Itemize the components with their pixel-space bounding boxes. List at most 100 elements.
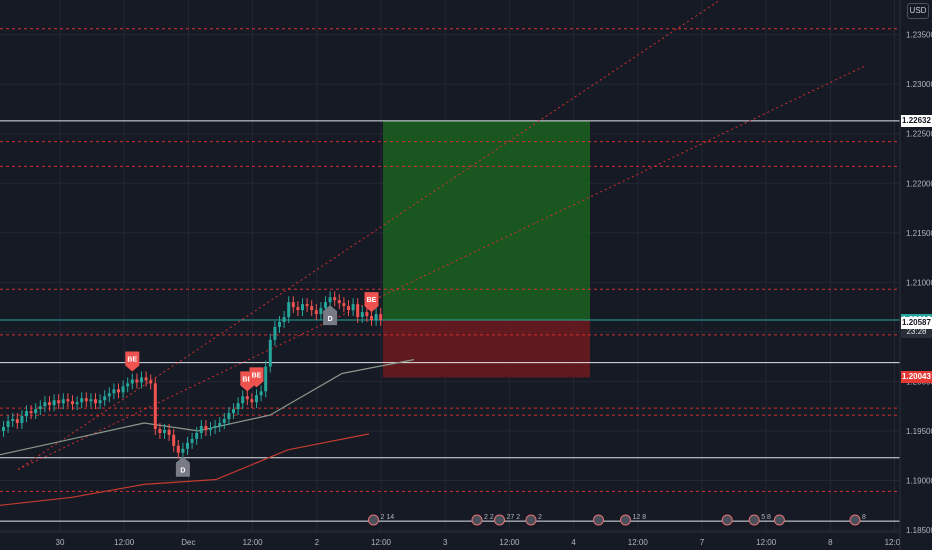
event-marker[interactable]: 8 — [849, 514, 866, 526]
candle-body — [374, 314, 378, 320]
signal-badge-shape — [249, 367, 264, 388]
signal-badge-shape — [364, 292, 379, 313]
candle-body — [213, 425, 217, 428]
candle-body — [314, 310, 318, 315]
event-marker-circle — [593, 514, 604, 526]
candle-body — [301, 304, 304, 311]
candle-body — [347, 306, 350, 311]
x-tick-label: 30 — [56, 538, 65, 547]
event-marker-label: 5 8 — [761, 514, 771, 521]
candle-body — [61, 399, 65, 404]
candle-body — [135, 379, 139, 383]
candle-body — [227, 413, 231, 420]
candle-body — [190, 438, 194, 443]
candle-body — [204, 425, 208, 430]
event-marker-label: 2 — [538, 514, 542, 521]
candle-body — [66, 399, 70, 402]
candle-body — [167, 429, 171, 435]
candle-body — [296, 307, 300, 311]
event-marker[interactable]: 2 2 — [471, 514, 494, 526]
x-tick-label: 12:00 — [371, 538, 392, 547]
candle-body — [172, 434, 176, 446]
x-tick-label: 3 — [443, 538, 448, 547]
event-marker-circle — [849, 514, 861, 526]
trendline — [17, 65, 865, 471]
candle-body — [153, 383, 157, 429]
candle-body — [25, 411, 28, 417]
moving-average-line-2 — [0, 433, 370, 506]
signal-badge-shape — [125, 351, 140, 372]
signal-badge-shape — [175, 456, 190, 477]
y-tick-label: 1.21500 — [906, 229, 932, 238]
candle-body — [71, 401, 74, 405]
candle-body — [319, 308, 323, 315]
candle-body — [121, 386, 125, 393]
y-tick-label: 1.18500 — [906, 526, 932, 535]
event-marker[interactable]: 5 8 — [748, 514, 771, 526]
candle-body — [80, 398, 84, 403]
signal-label: BE — [252, 372, 262, 379]
event-marker[interactable] — [773, 514, 785, 526]
candle-body — [264, 366, 268, 392]
position-loss-zone — [383, 319, 590, 378]
signal-buy-marker[interactable]: D — [323, 305, 338, 326]
signal-buy-marker[interactable]: D — [175, 456, 190, 477]
y-tick-label: 1.22500 — [906, 130, 932, 139]
price-label-white: 1.22632 — [901, 114, 932, 127]
candle-body — [6, 421, 10, 427]
candle-body — [218, 423, 222, 426]
candle-body — [103, 396, 107, 401]
signal-sell-marker[interactable]: BE — [249, 367, 264, 388]
signal-sell-marker[interactable]: BE — [125, 351, 140, 372]
candle-body — [287, 302, 291, 318]
x-tick-label: 12:00 — [628, 538, 649, 547]
y-tick-label: 1.22000 — [906, 179, 932, 188]
candle-body — [48, 402, 51, 406]
currency-badge[interactable]: USD — [907, 3, 929, 19]
candle-body — [255, 395, 258, 403]
candle-body — [176, 445, 180, 453]
x-tick-label: 12:00 — [885, 538, 906, 547]
candle-body — [94, 399, 97, 404]
candle-body — [333, 297, 337, 301]
x-tick-label: 12:00 — [114, 538, 135, 547]
event-marker[interactable]: 12 8 — [620, 514, 647, 526]
event-marker-circle — [721, 514, 733, 526]
event-marker-circle — [525, 514, 537, 526]
candle-body — [351, 304, 355, 311]
event-marker-circle — [471, 514, 483, 526]
signal-sell-marker[interactable]: BE — [364, 292, 379, 313]
candle-body — [209, 427, 212, 430]
candle-body — [34, 409, 38, 414]
candle-body — [324, 302, 327, 309]
event-marker[interactable] — [593, 514, 604, 526]
candle-body — [370, 316, 373, 320]
position-profit-zone — [383, 120, 590, 320]
price-label-red: 1.20043 — [901, 371, 932, 384]
event-marker-label: 12 8 — [633, 514, 647, 521]
candle-body — [310, 306, 314, 311]
x-tick-label: 12:00 — [243, 538, 264, 547]
candle-body — [236, 403, 240, 410]
y-tick-label: 1.19000 — [906, 476, 932, 485]
candle-body — [199, 425, 203, 433]
candle-body — [328, 297, 332, 303]
event-marker[interactable]: 2 — [525, 514, 542, 526]
candle-body — [112, 389, 116, 394]
candle-body — [38, 406, 42, 410]
candle-body — [342, 303, 346, 307]
candle-body — [365, 312, 369, 317]
candle-body — [379, 314, 383, 320]
signal-label: BE — [242, 376, 252, 383]
event-marker[interactable] — [721, 514, 733, 526]
candle-body — [2, 426, 5, 431]
event-marker[interactable]: 27 2 — [494, 514, 521, 526]
candle-body — [43, 402, 47, 407]
event-marker[interactable]: 2 14 — [368, 514, 395, 526]
candle-body — [117, 389, 120, 393]
x-tick-label: 7 — [700, 538, 705, 547]
x-tick-label: 2 — [315, 538, 320, 547]
candle-body — [11, 419, 15, 422]
